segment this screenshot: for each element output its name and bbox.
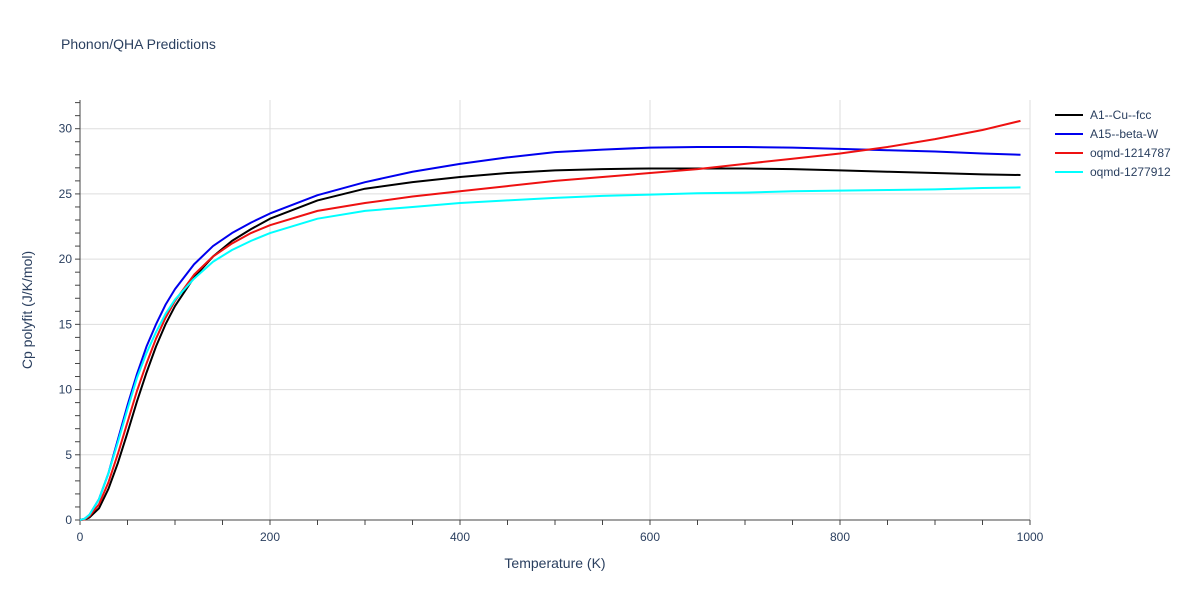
series-line-1 [79, 167, 1021, 521]
x-tick-label: 1000 [1017, 530, 1044, 544]
x-axis-title: Temperature (K) [504, 555, 605, 571]
y-tick-label: 15 [59, 317, 73, 331]
chart-title: Phonon/QHA Predictions [61, 36, 216, 52]
y-tick-label: 5 [65, 448, 72, 462]
grid-layer [80, 100, 1031, 520]
legend-label: oqmd-1214787 [1090, 146, 1171, 160]
x-tick-label: 0 [77, 530, 84, 544]
y-tick-label: 25 [59, 187, 73, 201]
series-line-3 [79, 119, 1021, 521]
legend-label: oqmd-1277912 [1090, 165, 1171, 179]
y-tick-label: 10 [59, 383, 73, 397]
legend-item[interactable]: oqmd-1277912 [1055, 165, 1171, 179]
legend-label: A15--beta-W [1090, 127, 1159, 141]
series-layer [79, 119, 1021, 521]
series-line-2 [79, 145, 1021, 521]
legend-item[interactable]: oqmd-1214787 [1055, 146, 1171, 160]
x-tick-label: 400 [450, 530, 470, 544]
legend-item[interactable]: A15--beta-W [1055, 127, 1159, 141]
y-tick-label: 20 [59, 252, 73, 266]
series-line-4 [79, 186, 1021, 521]
y-tick-label: 0 [65, 513, 72, 527]
x-tick-label: 200 [260, 530, 280, 544]
y-axis-title: Cp polyfit (J/K/mol) [19, 251, 35, 369]
legend-item[interactable]: A1--Cu--fcc [1055, 108, 1151, 122]
legend[interactable]: A1--Cu--fcc A15--beta-W oqmd-1214787 oqmd-1… [1055, 108, 1171, 179]
x-tick-label: 800 [830, 530, 850, 544]
axis-layer: 0 200 400 600 800 1000 0 5 10 15 20 25 30 [59, 100, 1044, 544]
y-tick-label: 30 [59, 122, 73, 136]
legend-label: A1--Cu--fcc [1090, 108, 1151, 122]
x-tick-label: 600 [640, 530, 660, 544]
